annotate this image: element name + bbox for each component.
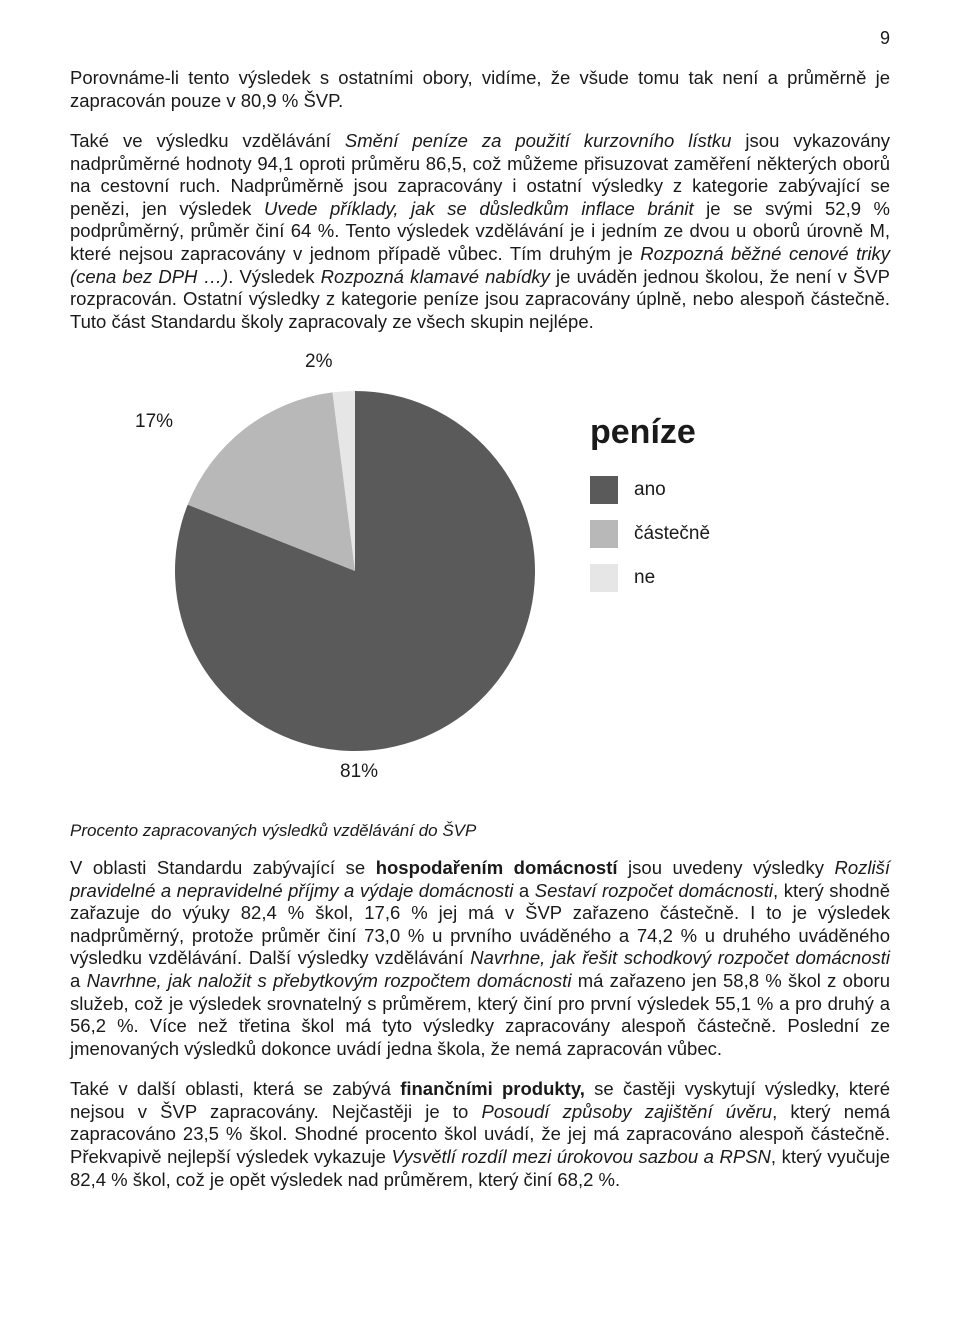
legend-swatch — [590, 520, 618, 548]
legend-label: ano — [634, 479, 666, 501]
chart-title: peníze — [590, 413, 696, 452]
legend-item-castecne: částečně — [590, 520, 710, 548]
legend-label: ne — [634, 567, 655, 589]
legend-label: částečně — [634, 523, 710, 545]
pie-label-ne: 2% — [305, 351, 332, 373]
paragraph-2: Také ve výsledku vzdělávání Smění peníze… — [70, 130, 890, 333]
pie-chart-section: 2% 17% 81% peníze ano částečně ne — [70, 351, 890, 791]
paragraph-1: Porovnáme-li tento výsledek s ostatními … — [70, 67, 890, 112]
legend-swatch — [590, 564, 618, 592]
legend-swatch — [590, 476, 618, 504]
legend-item-ano: ano — [590, 476, 710, 504]
pie-label-ano: 81% — [340, 761, 378, 783]
legend-item-ne: ne — [590, 564, 710, 592]
legend: ano částečně ne — [590, 476, 710, 608]
paragraph-3: V oblasti Standardu zabývající se hospod… — [70, 857, 890, 1060]
page-number: 9 — [70, 28, 890, 49]
chart-caption: Procento zapracovaných výsledků vzdělává… — [70, 821, 890, 841]
pie-chart — [175, 391, 535, 756]
pie-label-castecne: 17% — [135, 411, 173, 433]
paragraph-4: Také v další oblasti, která se zabývá fi… — [70, 1078, 890, 1191]
